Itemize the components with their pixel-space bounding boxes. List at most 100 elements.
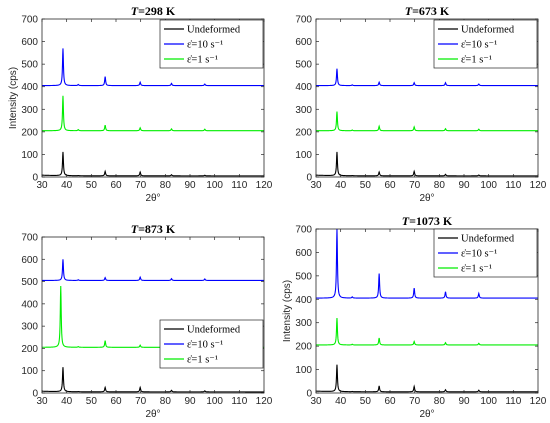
y-tick-label: 200 [295, 342, 312, 353]
y-tick-label: 400 [295, 82, 312, 93]
x-tick-label: 60 [384, 396, 396, 407]
y-tick-label: 700 [21, 233, 38, 244]
y-tick-label: 600 [295, 248, 312, 259]
chart-panel-2: 30 40 50 60 70 80 90 100 110 120 0 100 200 300 400 500 6… [295, 4, 546, 204]
y-tick-label: 400 [295, 295, 312, 306]
series-line-3 [316, 111, 538, 132]
panel-title-4: T=1073 K [402, 214, 453, 228]
series-group [42, 48, 264, 177]
x-tick-label: 110 [505, 396, 521, 407]
y-tick-label: 200 [21, 127, 38, 138]
x-tick-label: 50 [86, 180, 98, 191]
y-tick-label: 600 [295, 37, 312, 48]
series-group [316, 68, 538, 177]
y-tick-label: 500 [21, 277, 38, 288]
y-tick-label: 600 [21, 255, 38, 266]
series-line-1 [316, 151, 538, 177]
x-tick-label: 50 [86, 396, 98, 407]
x-tick-label: 60 [384, 180, 396, 191]
y-tick-label: 0 [306, 389, 312, 400]
series-line-2 [42, 48, 264, 87]
y-tick-label: 700 [295, 225, 312, 236]
y-tick-label: 100 [21, 150, 38, 161]
legend-label-2: ε̇=10 s⁻¹ [461, 249, 497, 260]
x-tick-label: 120 [530, 396, 547, 407]
x-tick-label: 80 [434, 396, 446, 407]
y-tick-label: 500 [295, 271, 312, 282]
x-tick-label: 100 [480, 396, 497, 407]
x-tick-label: 70 [135, 396, 147, 407]
x-tick-label: 40 [61, 180, 73, 191]
axes-box [315, 18, 539, 178]
axes-box [315, 228, 539, 394]
x-tick-label: 90 [458, 180, 470, 191]
y-tick-label: 100 [21, 366, 38, 377]
y-tick-label: 300 [21, 105, 38, 116]
x-tick-label: 60 [110, 396, 122, 407]
x-tick-label: 100 [206, 180, 223, 191]
panel-title-1: T=298 K [131, 4, 176, 18]
x-tick-label: 30 [36, 180, 48, 191]
x-tick-label: 70 [409, 180, 421, 191]
x-tick-label: 90 [184, 180, 196, 191]
panel-title-3: T=873 K [131, 222, 176, 236]
x-tick-label: 70 [135, 180, 147, 191]
legend-label-2: ε̇=10 s⁻¹ [187, 340, 223, 351]
y-tick-label: 500 [21, 60, 38, 71]
series-line-1 [42, 367, 264, 393]
y-tick-label: 500 [295, 60, 312, 71]
legend: Undeformed ε̇=10 s⁻¹ ε̇=1 s⁻¹ [433, 228, 538, 278]
x-tick-label: 110 [231, 180, 247, 191]
x-tick-label: 110 [231, 396, 247, 407]
x-tick-label: 50 [360, 396, 372, 407]
x-tick-label: 120 [530, 180, 547, 191]
x-tick-label: 30 [36, 396, 48, 407]
legend: Undeformed ε̇=10 s⁻¹ ε̇=1 s⁻¹ [159, 319, 264, 369]
series-line-2 [316, 229, 538, 299]
legend-label-1: Undeformed [461, 234, 515, 245]
x-tick-label: 80 [160, 396, 172, 407]
legend-label-2: ε̇=10 s⁻¹ [187, 40, 223, 51]
y-tick-label: 0 [32, 389, 38, 400]
legend-box [433, 228, 538, 278]
series-line-1 [316, 364, 538, 393]
x-axis-label: 2θ° [145, 409, 160, 420]
x-tick-label: 100 [480, 180, 497, 191]
legend: Undeformed ε̇=10 s⁻¹ ε̇=1 s⁻¹ [159, 19, 264, 69]
series-line-3 [316, 318, 538, 346]
x-tick-label: 120 [256, 180, 273, 191]
legend: Undeformed ε̇=10 s⁻¹ ε̇=1 s⁻¹ [433, 19, 538, 69]
series-group [316, 229, 538, 393]
x-tick-label: 80 [160, 180, 172, 191]
x-tick-label: 70 [409, 396, 421, 407]
series-line-2 [316, 68, 538, 87]
series-line-2 [42, 259, 264, 282]
y-axis-label: Intensity (cps) [8, 67, 19, 129]
legend-label-3: ε̇=1 s⁻¹ [461, 264, 492, 275]
y-tick-label: 0 [306, 173, 312, 184]
x-tick-label: 30 [310, 396, 322, 407]
y-tick-label: 300 [21, 322, 38, 333]
chart-panel-3: 30 40 50 60 70 80 90 100 110 120 0 100 200 300 400 500 6… [21, 222, 272, 420]
y-tick-label: 600 [21, 37, 38, 48]
series-line-1 [42, 151, 264, 177]
legend-label-1: Undeformed [187, 25, 241, 36]
y-tick-label: 100 [295, 150, 312, 161]
plot-area [42, 237, 264, 393]
y-tick-label: 700 [21, 15, 38, 26]
x-tick-label: 80 [434, 180, 446, 191]
y-tick-label: 200 [295, 127, 312, 138]
axes-box [41, 236, 265, 394]
x-tick-label: 40 [61, 396, 73, 407]
y-tick-label: 0 [32, 173, 38, 184]
x-tick-label: 110 [505, 180, 521, 191]
panel-title-2: T=673 K [405, 4, 450, 18]
x-tick-label: 40 [335, 180, 347, 191]
x-axis-label: 2θ° [419, 409, 434, 420]
legend-label-2: ε̇=10 s⁻¹ [461, 40, 497, 51]
x-tick-label: 30 [310, 180, 322, 191]
x-axis-label: 2θ° [419, 193, 434, 204]
y-tick-label: 700 [295, 15, 312, 26]
y-tick-label: 100 [295, 365, 312, 376]
